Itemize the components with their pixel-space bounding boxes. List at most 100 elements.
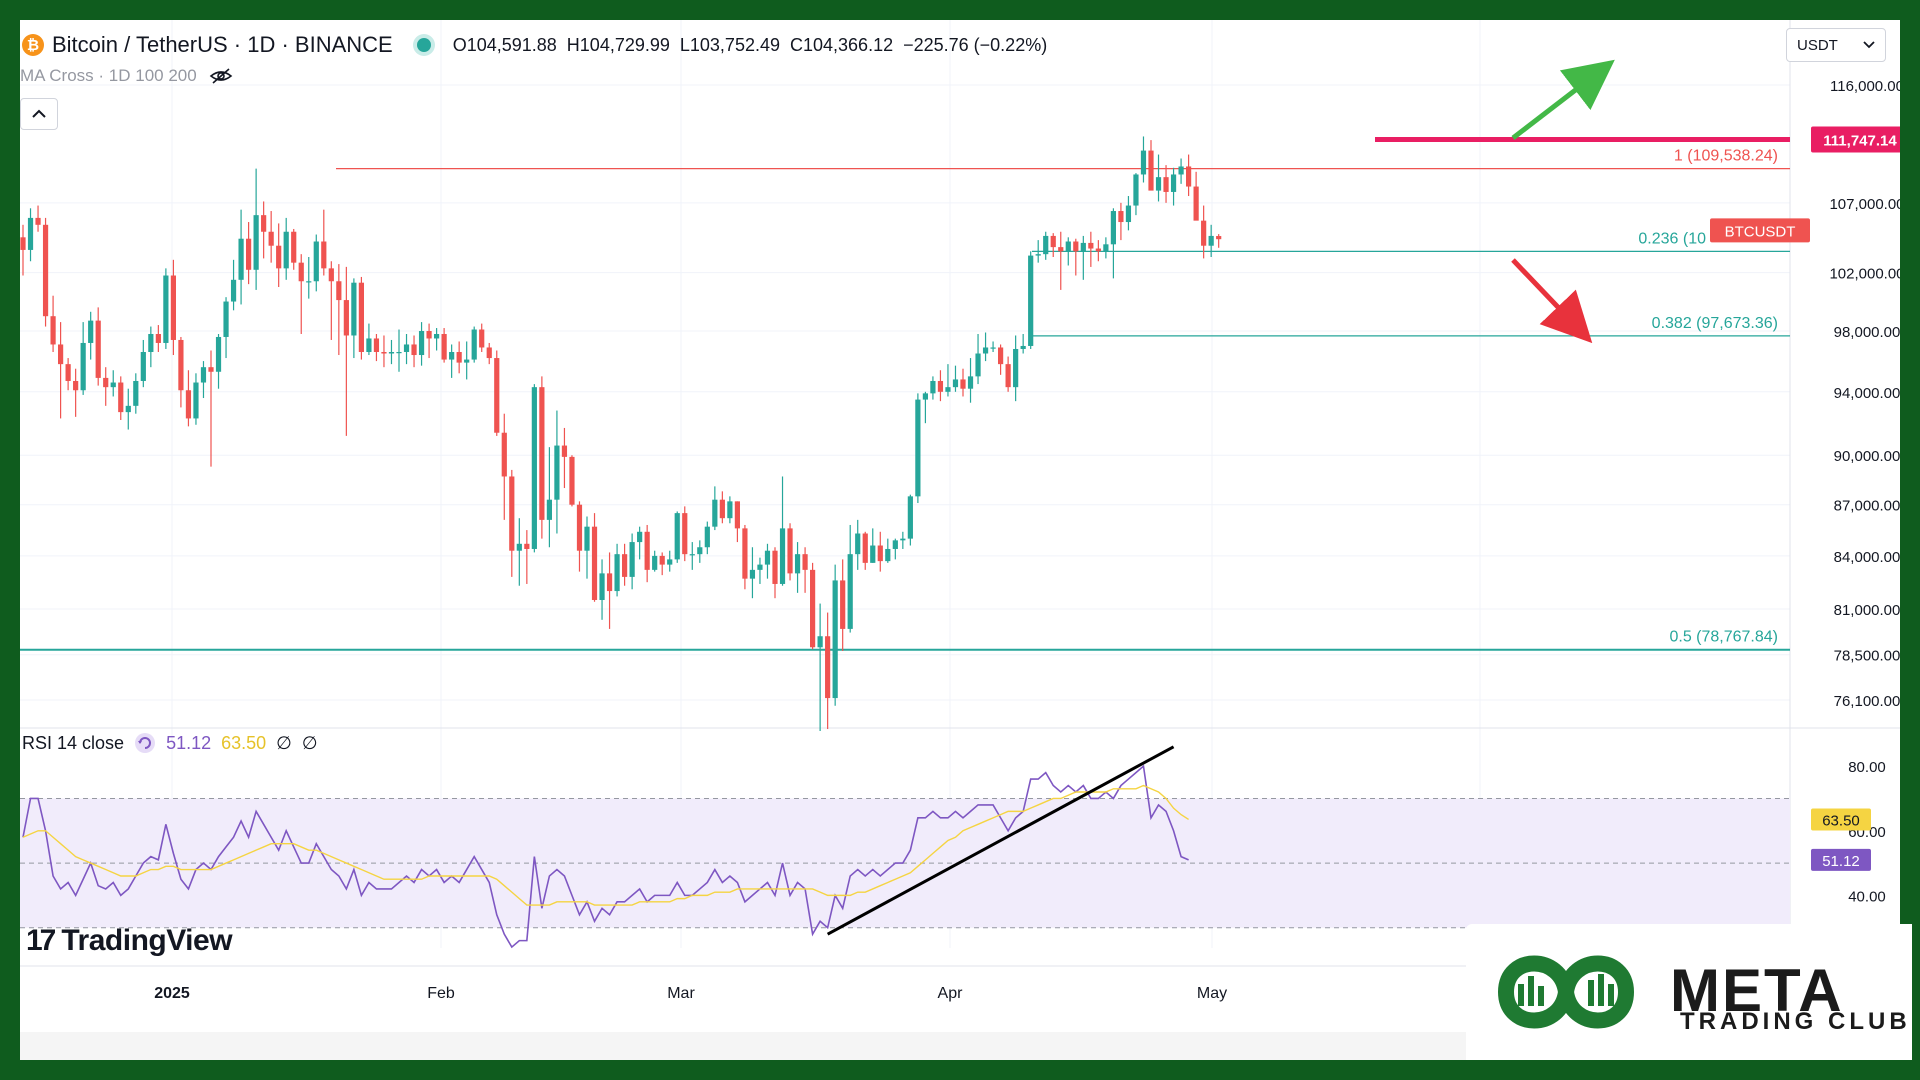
candle-body: [749, 569, 756, 579]
candle-body: [637, 531, 643, 543]
candle-body: [524, 543, 530, 549]
candle-body: [155, 333, 161, 343]
ohlc-high: H104,729.99: [566, 34, 670, 55]
candle-body: [1043, 235, 1049, 255]
tradingview-logo[interactable]: 17 TradingView: [26, 924, 233, 958]
candle-body: [667, 559, 673, 565]
candle-body: [313, 241, 319, 282]
candle-body: [381, 352, 387, 354]
rsi-value-tag: [1811, 848, 1871, 871]
time-tick-label: May: [1197, 985, 1227, 1002]
annotations: [826, 59, 1615, 936]
fib-level-label: 0.5 (78,767.84): [1669, 629, 1778, 646]
candle-body: [817, 636, 823, 648]
candle-body: [674, 513, 680, 560]
candle-body: [20, 237, 26, 250]
candle-body: [840, 580, 846, 629]
candle-body: [787, 528, 793, 574]
candle-body: [772, 550, 778, 584]
collapse-legend-button[interactable]: [20, 98, 58, 130]
candle-body: [1118, 211, 1124, 223]
grid: [20, 20, 1900, 967]
resistance-price-tag: [1811, 126, 1900, 153]
candle-body: [704, 526, 710, 548]
symbol-title[interactable]: Bitcoin / TetherUS · 1D · BINANCE: [52, 32, 393, 57]
candle-body: [539, 387, 545, 520]
candle-body: [1013, 348, 1019, 388]
candle-body: [449, 352, 455, 360]
candle-body: [945, 387, 951, 392]
price-tick-label: 116,000.00: [1830, 78, 1900, 95]
candle-body: [569, 456, 575, 505]
candle-body: [652, 555, 658, 570]
candle-body: [622, 554, 628, 577]
symbol-price-tag: [1710, 218, 1810, 243]
candle-body: [65, 364, 71, 381]
candle-body: [328, 268, 334, 282]
indicator-label[interactable]: MA Cross · 1D 100 200: [20, 66, 197, 85]
resistance-price-label: 111,747.14: [1823, 132, 1897, 149]
indicator-row[interactable]: MA Cross · 1D 100 200: [20, 66, 233, 86]
candle-body: [1073, 241, 1079, 252]
rsi-tick-label: 40.00: [1848, 888, 1886, 905]
candle-body: [1178, 166, 1184, 175]
candle-body: [509, 476, 515, 551]
candle-body: [832, 580, 838, 699]
candle-body: [1103, 244, 1109, 252]
candle-body: [1080, 242, 1086, 252]
time-tick-label: Mar: [667, 985, 695, 1002]
rsi-label: RSI 14 close: [22, 732, 125, 753]
symbol-price-label: BTCUSDT: [1725, 223, 1796, 240]
candle-body: [501, 432, 507, 477]
candle-body: [546, 499, 552, 520]
candle-body: [276, 245, 282, 269]
candle-body: [456, 352, 462, 363]
price-tick-label: 90,000.00: [1834, 448, 1900, 465]
candle-body: [50, 316, 56, 345]
candle-body: [163, 275, 169, 343]
candle-body: [200, 367, 207, 383]
candle-body: [178, 339, 184, 391]
candle-body: [1058, 247, 1064, 252]
candle-body: [591, 526, 598, 600]
fib-level-label: 0.236 (10: [1638, 230, 1706, 247]
refresh-icon[interactable]: [134, 732, 156, 754]
candle-body: [734, 501, 740, 529]
rsi-legend[interactable]: RSI 14 close 51.12 63.50 ∅ ∅: [22, 732, 328, 754]
meta-infinity-icon: [1497, 955, 1635, 1029]
candle-body: [1148, 150, 1154, 191]
candle-body: [80, 342, 86, 391]
tradingview-mark-icon: 17: [26, 924, 56, 957]
chevron-up-icon: [32, 109, 46, 118]
rsi-ma-value: 63.50: [221, 732, 267, 753]
bitcoin-logo-icon: ₿: [22, 34, 44, 56]
candle-body: [88, 320, 94, 343]
candle-body: [1140, 150, 1147, 175]
candle-body: [516, 543, 522, 551]
candle-body: [697, 547, 703, 555]
price-chart[interactable]: 1 (109,538.24) 0.236 (10 0.382 (97,673.36)…: [20, 20, 1900, 1060]
rsi-extra-2: ∅: [301, 732, 318, 753]
eye-hidden-icon[interactable]: [209, 68, 233, 84]
currency-select[interactable]: USDT: [1786, 28, 1886, 62]
candle-body: [922, 393, 928, 400]
candle-body: [170, 275, 176, 340]
candle-body: [727, 501, 733, 519]
candle-body: [1155, 177, 1162, 191]
price-tick-label: 81,000.00: [1834, 602, 1900, 619]
candle-body: [426, 331, 432, 339]
candle-body: [125, 405, 131, 413]
candle-body: [27, 217, 34, 250]
rsi-extra-1: ∅: [276, 732, 292, 753]
candle-body: [802, 554, 808, 570]
candle-body: [58, 344, 64, 365]
meta-subtitle: TRADING CLUB: [1680, 1008, 1911, 1035]
candle-body: [990, 347, 996, 349]
candle-body: [148, 333, 154, 353]
candle-body: [531, 387, 537, 549]
candle-body: [712, 499, 718, 527]
candle-body: [1193, 186, 1199, 221]
candle-body: [952, 379, 959, 388]
price-tick-label: 102,000.00: [1829, 266, 1900, 283]
rsi-value-tag-label: 51.12: [1822, 853, 1860, 870]
